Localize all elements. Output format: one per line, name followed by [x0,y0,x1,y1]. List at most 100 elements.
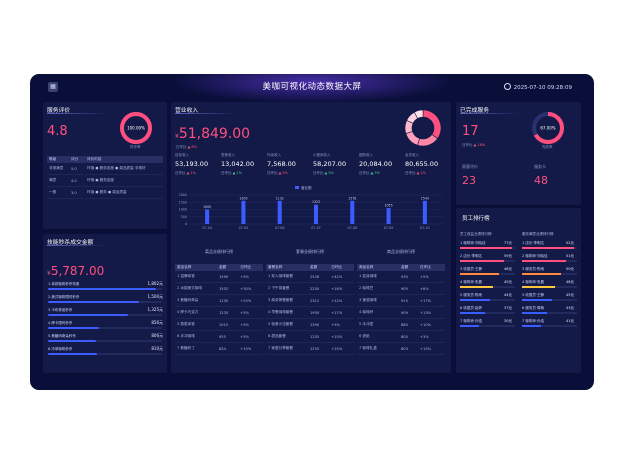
staff-item-value: 37元 [504,306,512,310]
donut-slice [405,131,420,146]
rank-item-label: 3.卡布奇诺秒杀 [48,308,73,312]
staff-progress-fill [460,247,513,249]
staff-item-label: 5 收银员·王静 [522,293,544,297]
cell: 1950 [308,306,330,319]
service-panel: 服务评价 4.8 100.00% 好评率 等级 评分 评价内容 非常满意 5.0 环… [43,102,167,229]
rank-table: 套餐名称 金额 日环比 1 双人咖啡套餐 2526 +42% 2 下午茶套餐 2250 +16%… [266,264,354,355]
title-underline [47,113,107,114]
rank-progress-track [48,301,162,303]
staff-item-label: 4 咖啡师·张晨 [460,280,482,284]
staff-progress-track [460,247,515,249]
cell: 3 焦糖玛奇朵 [175,294,217,307]
cell: 1235 [217,306,239,319]
x-tick-label: 07-10 [420,226,430,230]
ranking-panel: 技能秒杀成交金额 ¥5,787.00 1.拿铁咖啡秒杀特惠 1,802元 2.美式咖… [43,234,167,373]
cell: +5% [329,318,354,331]
cell: 1390 [308,318,330,331]
staff-progress-fill [460,286,493,288]
staff-progress-track [522,312,577,314]
cell: +8% [418,282,445,295]
rank-progress-fill [48,340,96,342]
stat-compare: 日环比 ▲ 1% [175,171,196,176]
cell: +5% [238,330,263,343]
staff-item-label: 1 店长·李明达 [522,241,544,245]
staff-progress-track [522,325,577,327]
done-title: 已完成服务 [460,108,489,114]
table-row: 7 焦糖布丁 834 +15% [175,342,263,355]
chart-legend: 营业额 [295,186,312,191]
staff-item-value: 51元 [566,254,574,258]
staff-left-title: 员工收益业绩排行榜 [460,232,492,236]
x-tick-label: 07-09 [384,226,394,230]
clock: 2025-07-10 09:28:09 [503,83,572,91]
grid-icon[interactable]: ▦ [48,82,58,92]
cell: 7 家庭分享套餐 [266,342,308,355]
currency-symbol: ¥ [47,270,51,277]
rank-progress-track [48,288,162,290]
stat-compare-change: ▲ 1% [416,171,426,175]
bar-value-label: 1000 [203,205,211,209]
cell: +16% [329,282,354,295]
header-bar: ▦ 美咖可视化动态数据大屏 2025-07-10 09:28:09 [30,74,594,100]
cell: 909 [399,306,419,319]
staff-item-value: 30元 [504,319,512,323]
staff-item-value: 44元 [504,293,512,297]
y-tick-label: 1500 [179,200,187,204]
done-ring: 67.00% [532,112,564,144]
done-panel: 已完成服务 17 日环比 ▲ 18% 67.00% 完成率 顾客评价 23 服务… [456,102,581,205]
y-tick-label: 1000 [179,208,187,212]
amount-value: 5,787.00 [50,264,105,278]
table-row: 4 咖啡杯 909 +13% [357,306,445,319]
table-row: 4 摩卡巧克力 1235 +5% [175,306,263,319]
staff-progress-track [522,299,577,301]
stat-label: 小程序收入 [313,153,331,157]
cell: +42% [329,271,354,283]
rank-progress-fill [48,353,98,355]
rank-table: 菜品名称 金额 日环比 1 招牌拿铁 1590 +5% 2 冰镇美式咖啡 1552 +30% 3 … [175,264,263,355]
datetime: 2025-07-10 09:28:09 [513,85,572,91]
done-compare: 日环比 ▲ 18% [462,143,485,148]
stat-label: 会员收入 [405,153,419,157]
staff-item-value: 50元 [566,267,574,271]
done-value: 17 [462,124,479,139]
staff-item-value: 77元 [504,241,512,245]
staff-item-value: 52元 [566,241,574,245]
compare-value: ▲ 18% [473,143,486,147]
staff-progress-track [522,247,577,249]
rank-item-label: 6.冷萃咖啡秒杀 [48,347,73,351]
staff-progress-fill [460,299,491,301]
y-tick-label: 0 [185,222,187,226]
donut-slice [417,134,438,147]
staff-item-label: 2 咖啡师·刘晓佳 [522,254,548,258]
x-tick-label: 07-04 [202,226,212,230]
cell: 955 [217,330,239,343]
table-row: 5 燕麦拿铁 1015 +5% [175,318,263,331]
staff-item-label: 7 咖啡师·孙浩 [460,319,482,323]
bar-value-label: 1055 [385,204,393,208]
col-header: 套餐名称 [266,264,308,271]
staff-progress-fill [460,312,485,314]
cell: 2250 [308,282,330,295]
page-title: 美咖可视化动态数据大屏 [262,82,362,92]
rank-progress-track [48,340,162,342]
title-underline [460,113,520,114]
cell: 环境 ● 服务态度 [85,174,163,187]
cell: 5 轻食沙拉套餐 [266,318,308,331]
staff-title: 员工排行榜 [462,216,490,222]
bar [205,209,210,224]
cell: 6 甜品套餐 [266,330,308,343]
bar-value-label: 1132 [276,196,284,200]
cell: 4 早餐咖啡套餐 [266,306,308,319]
cell: 1 双人咖啡套餐 [266,271,308,283]
service-ring: 100.00% [120,112,152,144]
staff-item-label: 6 收银员·赵婷 [460,306,482,310]
staff-item-label: 7 咖啡师·孙浩 [522,319,544,323]
staff-item-value: 48元 [566,280,574,284]
service-table: 等级 评分 评价内容 非常满意 5.0 环境 ● 服务态度 ● 菜品质量 非常好 满… [47,156,163,199]
cell: +12% [329,294,354,307]
cell: 6 滤纸 [357,330,399,343]
table-row: 6 手冲咖啡 955 +5% [175,330,263,343]
table-header: 等级 评分 评价内容 [47,156,163,163]
rank-item-value: 1,500元 [147,294,163,299]
col-header: 菜品名称 [175,264,217,271]
